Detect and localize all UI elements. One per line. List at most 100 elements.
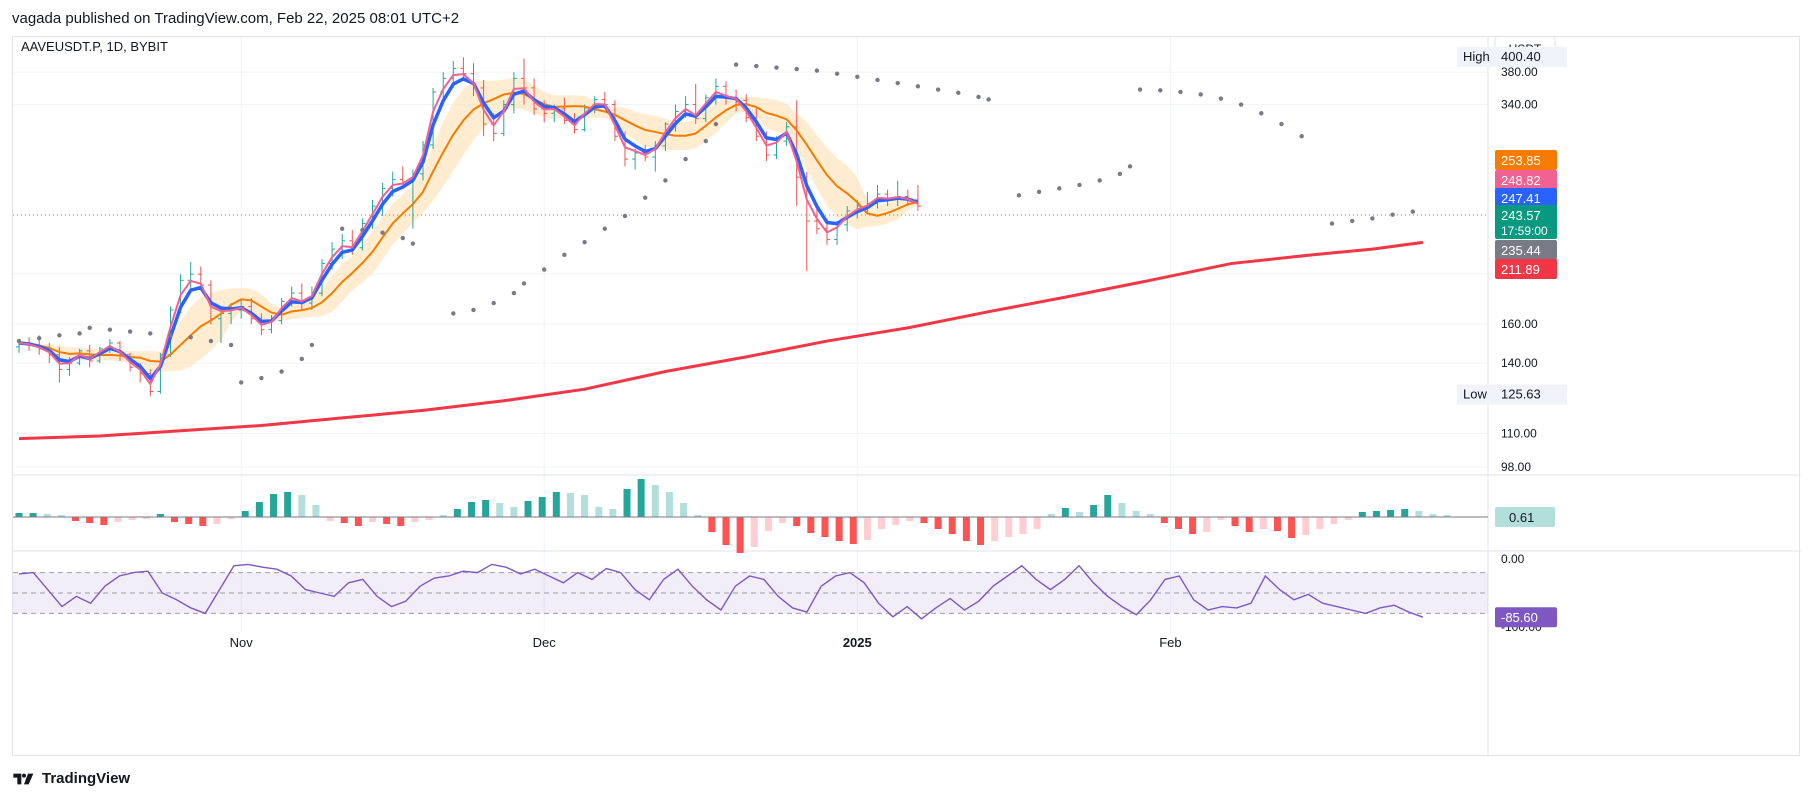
histogram-bar	[369, 517, 376, 522]
high-tag-box	[1457, 46, 1567, 67]
psar-dot	[410, 241, 416, 246]
histogram-bar	[199, 517, 207, 526]
histogram-bar	[581, 495, 589, 517]
price-badge-text: 253.85	[1501, 153, 1541, 168]
psar-dot	[491, 300, 496, 306]
histogram-bar	[1189, 517, 1197, 534]
histogram-bar	[128, 517, 136, 520]
time-axis: Nov Dec 2025 Feb	[230, 635, 1182, 650]
histogram-bar	[623, 489, 631, 517]
psar-dot	[1178, 89, 1183, 95]
psar-dot	[208, 338, 214, 344]
price-badge-text: 247.41	[1501, 191, 1541, 206]
psar-dot	[703, 138, 708, 144]
histogram-bar	[722, 517, 730, 545]
histogram-bar	[1259, 517, 1267, 529]
psar-dot	[1036, 189, 1042, 195]
psar-dot	[1137, 87, 1143, 92]
histogram-bar	[1132, 511, 1140, 517]
price-tick-label: 160.00	[1501, 317, 1538, 331]
psar-dot	[1127, 164, 1133, 169]
psar-dot	[875, 77, 880, 83]
histogram-bar	[779, 517, 787, 523]
oscillator-tick-label: 0.00	[1501, 552, 1525, 566]
oscillator-pane	[13, 563, 1488, 620]
price-badge-text: 235.44	[1501, 243, 1541, 258]
psar-dot	[148, 331, 153, 336]
psar-dot	[279, 369, 284, 374]
price-badge-text: 248.82	[1501, 173, 1541, 188]
psar-dot	[1410, 209, 1416, 214]
price-badge-bg	[1495, 150, 1557, 170]
time-tick-label: 2025	[843, 635, 872, 650]
histogram-bar	[1231, 517, 1239, 526]
psar-dot	[471, 307, 476, 313]
histogram-bar	[425, 517, 433, 520]
histogram-bar	[1302, 517, 1310, 535]
psar-dot	[1198, 92, 1203, 97]
histogram-bar	[1330, 517, 1338, 524]
tradingview-logo-icon	[13, 773, 34, 784]
histogram-bar	[948, 517, 956, 534]
time-tick-label: Feb	[1159, 635, 1181, 650]
histogram-bar	[1401, 509, 1409, 517]
histogram-bar	[1316, 517, 1324, 529]
high-tag-caption: High	[1463, 49, 1490, 64]
histogram-bar	[835, 517, 843, 541]
histogram-bar	[1160, 517, 1168, 523]
psar-dot	[400, 235, 405, 241]
chart-frame[interactable]: 380.00340.00190.00160.00140.00110.0098.0…	[12, 36, 1801, 757]
histogram-bar	[807, 517, 815, 533]
histogram-bar	[1090, 505, 1098, 517]
histogram-badge-text: 0.61	[1509, 510, 1534, 525]
histogram-bar	[1415, 511, 1423, 517]
psar-dot	[754, 63, 759, 69]
footer-brand[interactable]: TradingView	[12, 770, 130, 787]
psar-dot	[87, 325, 92, 331]
histogram-bar	[708, 517, 716, 532]
footer-brand-name: TradingView	[42, 770, 131, 787]
psar-dot	[814, 68, 820, 73]
histogram-bar	[510, 507, 518, 517]
symbol-label: AAVEUSDT.P, 1D, BYBIT	[21, 39, 168, 54]
histogram-bar	[1443, 515, 1451, 517]
histogram-bar	[1061, 508, 1069, 517]
psar-dot	[107, 327, 113, 332]
histogram-bar	[1146, 514, 1154, 517]
histogram-bar	[298, 495, 306, 517]
histogram-bar	[595, 507, 603, 517]
high-tag-value: 400.40	[1501, 49, 1541, 64]
price-tick-label: 340.00	[1501, 98, 1538, 112]
histogram-bar	[680, 503, 688, 517]
histogram-bar	[482, 500, 490, 517]
psar-dot	[37, 335, 42, 341]
histogram-bar	[609, 509, 617, 517]
psar-dot	[1016, 193, 1022, 198]
psar-dot	[834, 71, 840, 76]
histogram-bar	[312, 505, 320, 517]
histogram-bar	[1047, 514, 1055, 517]
histogram-bar	[934, 517, 942, 529]
price-badge-bg	[1495, 170, 1557, 190]
last-price-text: 243.57	[1501, 208, 1541, 223]
histogram-bar	[213, 517, 221, 524]
histogram-bar	[1076, 512, 1083, 517]
histogram-bar	[270, 494, 278, 517]
histogram-bar	[906, 517, 914, 521]
histogram-bar	[1429, 514, 1437, 517]
ema200-line	[18, 240, 1424, 441]
histogram-bar	[991, 517, 999, 541]
ema-pink-line	[18, 73, 919, 386]
psar-dot	[542, 267, 547, 272]
psar-dot	[340, 226, 345, 231]
psar-dot	[713, 121, 719, 127]
psar-dot	[1158, 88, 1163, 93]
histogram-bar	[920, 517, 928, 523]
histogram-bar	[171, 517, 179, 522]
psar-dot	[1259, 111, 1264, 116]
psar-dot	[1077, 182, 1082, 188]
histogram-bar	[1358, 512, 1366, 517]
histogram-bar	[849, 517, 857, 544]
histogram-bar	[863, 517, 871, 540]
chart-canvas[interactable]: 380.00340.00190.00160.00140.00110.0098.0…	[13, 37, 1801, 757]
